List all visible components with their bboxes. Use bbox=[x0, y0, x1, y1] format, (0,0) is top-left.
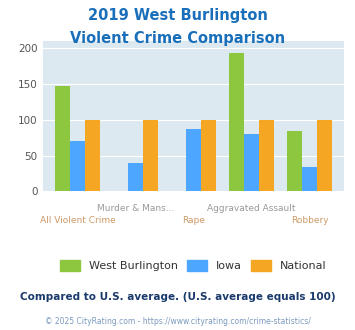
Bar bbox=[186, 129, 201, 191]
Bar bbox=[287, 131, 302, 191]
Bar bbox=[229, 53, 244, 191]
Bar bbox=[143, 120, 158, 191]
Bar bbox=[85, 120, 100, 191]
Text: Rape: Rape bbox=[182, 216, 205, 225]
Text: 2019 West Burlington: 2019 West Burlington bbox=[88, 8, 267, 23]
Text: © 2025 CityRating.com - https://www.cityrating.com/crime-statistics/: © 2025 CityRating.com - https://www.city… bbox=[45, 317, 310, 326]
Text: Robbery: Robbery bbox=[291, 216, 328, 225]
Bar bbox=[201, 120, 216, 191]
Text: Violent Crime Comparison: Violent Crime Comparison bbox=[70, 31, 285, 46]
Bar bbox=[55, 86, 70, 191]
Legend: West Burlington, Iowa, National: West Burlington, Iowa, National bbox=[56, 256, 331, 276]
Text: Aggravated Assault: Aggravated Assault bbox=[207, 204, 296, 213]
Text: Murder & Mans...: Murder & Mans... bbox=[97, 204, 174, 213]
Bar bbox=[259, 120, 274, 191]
Text: Compared to U.S. average. (U.S. average equals 100): Compared to U.S. average. (U.S. average … bbox=[20, 292, 335, 302]
Text: All Violent Crime: All Violent Crime bbox=[39, 216, 115, 225]
Bar bbox=[302, 167, 317, 191]
Bar bbox=[70, 141, 85, 191]
Bar bbox=[128, 163, 143, 191]
Bar bbox=[244, 134, 259, 191]
Bar bbox=[317, 120, 332, 191]
